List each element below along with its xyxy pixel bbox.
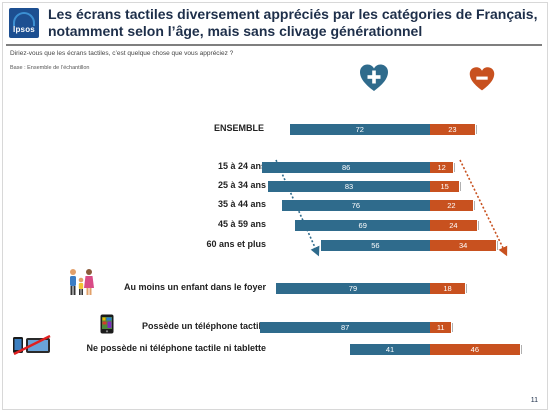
bar-positive: 83 — [268, 181, 430, 192]
bar-end-divider — [473, 201, 475, 210]
bar-negative: 23 — [430, 124, 475, 135]
bar-negative: 18 — [430, 283, 466, 294]
title-divider — [6, 44, 542, 46]
logo-arc — [13, 12, 35, 26]
bar-positive: 87 — [260, 322, 430, 333]
label-25-34: 25 à 34 ans — [217, 180, 266, 190]
bar-end-divider — [477, 221, 479, 230]
bar-end-divider — [475, 125, 477, 134]
label-ensemble: ENSEMBLE — [213, 123, 264, 133]
bar-negative: 11 — [430, 322, 452, 333]
bar-negative: 34 — [430, 240, 497, 251]
logo-text: Ipsos — [13, 25, 35, 34]
heart-plus-icon — [360, 64, 388, 91]
slide-title: Les écrans tactiles diversement apprécié… — [48, 6, 538, 39]
bar-end-divider — [466, 284, 468, 293]
bar-positive: 69 — [295, 220, 430, 231]
bar-end-divider — [452, 323, 454, 332]
bar-positive: 86 — [262, 162, 430, 173]
bar-positive: 79 — [275, 283, 430, 294]
page-number: 11 — [530, 397, 538, 404]
bar-positive: 56 — [320, 240, 430, 251]
smartphone-icon — [100, 314, 114, 334]
label-enfant-foyer: Au moins un enfant dans le foyer — [123, 282, 266, 292]
bar-positive: 72 — [289, 124, 430, 135]
bar-end-divider — [454, 163, 456, 172]
bar-negative: 46 — [430, 344, 520, 355]
bar-positive: 76 — [281, 200, 430, 211]
crossed-devices-icon — [13, 335, 51, 355]
bar-negative: 12 — [430, 162, 454, 173]
bar-negative: 24 — [430, 220, 477, 231]
label-telephone-tactile: Possède un téléphone tactile — [141, 321, 266, 331]
bar-end-divider — [460, 182, 462, 191]
bar-end-divider — [520, 345, 522, 354]
bar-negative: 22 — [430, 200, 473, 211]
label-15-24: 15 à 24 ans — [217, 161, 266, 171]
bar-positive: 41 — [350, 344, 430, 355]
family-icon — [70, 269, 94, 295]
label-60-plus: 60 ans et plus — [206, 239, 266, 249]
bar-negative: 15 — [430, 181, 460, 192]
ipsos-logo: Ipsos — [9, 8, 39, 38]
sample-base: Base : Ensemble de l’échantillon — [10, 65, 90, 71]
survey-question: Diriez-vous que les écrans tactiles, c’e… — [10, 50, 234, 57]
label-sans-appareil: Ne possède ni téléphone tactile ni table… — [86, 343, 266, 353]
label-45-59: 45 à 59 ans — [217, 219, 266, 229]
bar-end-divider — [497, 241, 499, 250]
label-35-44: 35 à 44 ans — [217, 199, 266, 209]
heart-minus-icon — [469, 67, 495, 91]
